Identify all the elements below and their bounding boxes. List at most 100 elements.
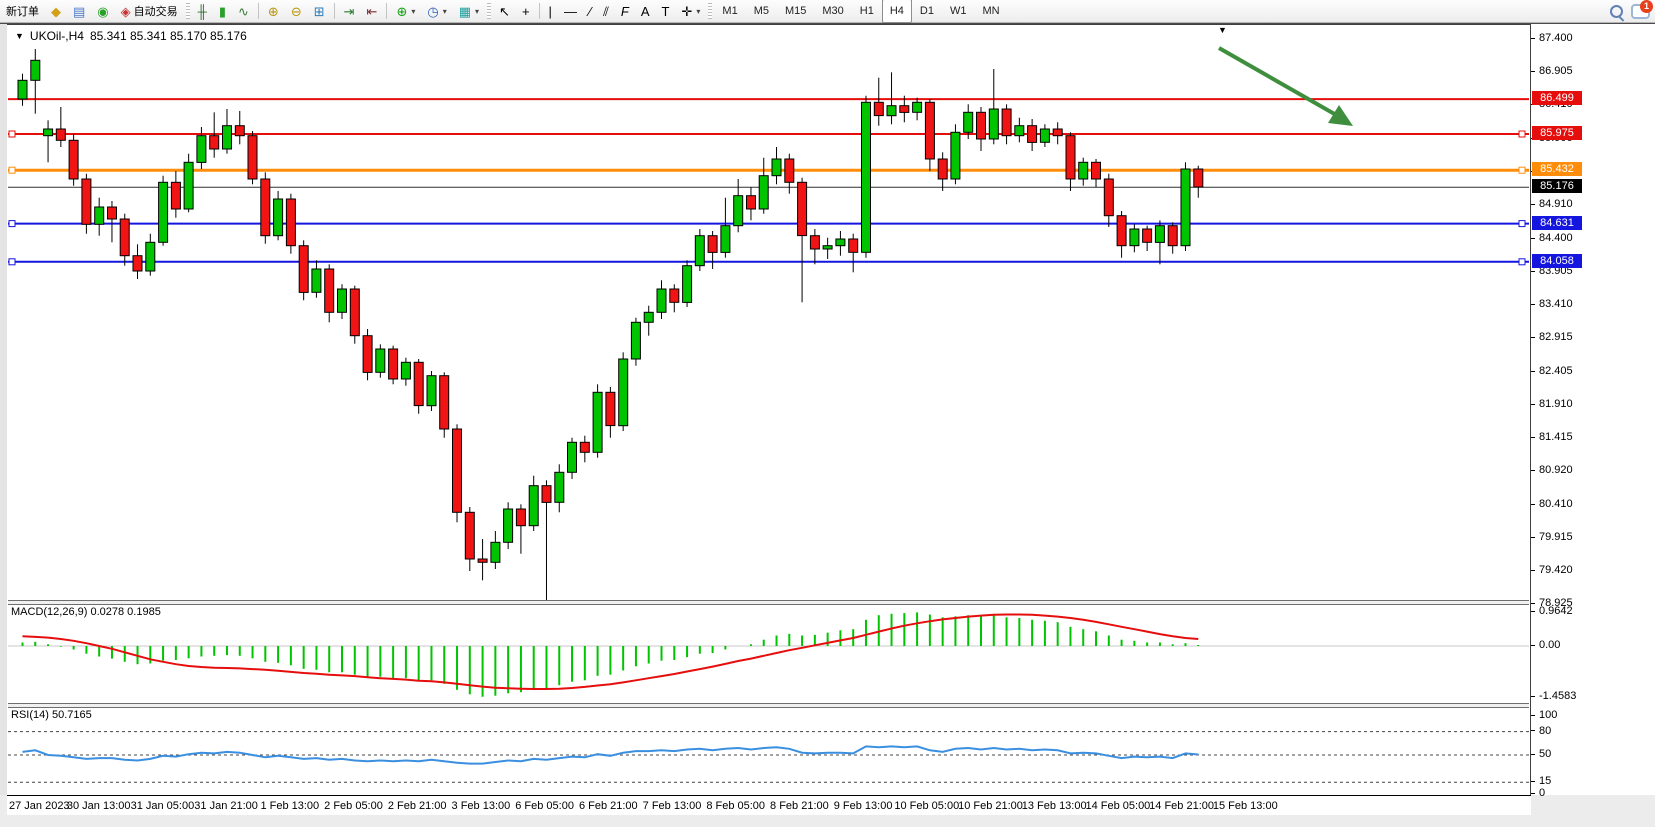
candle-body <box>643 311 654 323</box>
timeframe-m5[interactable]: M5 <box>753 5 769 17</box>
main-price-chart[interactable] <box>8 26 1529 600</box>
candle-body <box>899 105 910 113</box>
time-label: 15 Feb 13:00 <box>1212 800 1278 812</box>
candle-body <box>337 288 347 313</box>
candle-body <box>1142 228 1153 243</box>
timeframe-mn[interactable]: MN <box>982 5 1000 17</box>
market-watch-icon[interactable]: ▤ <box>73 3 86 19</box>
timeframe-m30[interactable]: M30 <box>822 5 844 17</box>
fibonacci-button[interactable]: F <box>616 0 634 22</box>
candle-body <box>861 101 871 253</box>
price-tag: 84.058 <box>1532 253 1582 268</box>
time-label: 1 Feb 13:00 <box>260 800 320 812</box>
trendline-button[interactable]: ∕ <box>584 0 596 22</box>
price-tick: 84.910 <box>1531 197 1573 211</box>
crosshair-button[interactable]: + <box>517 0 535 22</box>
autotrading-label: 自动交易 <box>133 6 178 18</box>
toolbar-grip[interactable] <box>708 3 713 19</box>
line-handle <box>1518 166 1526 174</box>
cursor-button[interactable]: ↖ <box>494 0 515 22</box>
search-icon[interactable] <box>1610 4 1623 18</box>
candle-body <box>234 125 245 137</box>
price-tick: 81.415 <box>1531 430 1573 444</box>
chevron-down-icon: ▾ <box>411 6 416 16</box>
time-label: 6 Feb 05:00 <box>515 800 574 812</box>
new-order-button[interactable]: 新订单 <box>1 0 44 22</box>
horizontal-line-button[interactable]: — <box>559 0 582 22</box>
panel-separator[interactable] <box>8 703 1529 708</box>
candle-body <box>196 135 207 163</box>
text-button[interactable]: A <box>636 0 655 22</box>
signal-icon[interactable]: ◉ <box>97 3 109 19</box>
candle-body <box>285 198 296 247</box>
line-handle <box>1518 220 1526 228</box>
rsi-line <box>22 745 1199 765</box>
timeframe-w1[interactable]: W1 <box>949 5 967 17</box>
rsi-label: RSI(14) 50.7165 <box>11 709 92 721</box>
timeframe-d1[interactable]: D1 <box>919 5 934 17</box>
gold-icon[interactable]: ◆ <box>51 3 61 19</box>
candle-body <box>17 79 28 100</box>
toolbar-grip[interactable] <box>185 3 190 19</box>
time-label: 2 Feb 21:00 <box>387 800 447 812</box>
templates-button[interactable]: ▦ ▾ <box>454 0 484 22</box>
candle-body <box>1014 125 1025 137</box>
timeframe-m1[interactable]: M1 <box>722 5 738 17</box>
rsi-panel[interactable] <box>8 706 1529 795</box>
candle-body <box>439 375 450 430</box>
collapse-triangle-icon[interactable]: ▼ <box>15 31 24 41</box>
chat-icon[interactable]: 1 <box>1631 0 1653 19</box>
candle-body <box>477 558 488 563</box>
line-handle <box>8 166 16 174</box>
timeframe-h1[interactable]: H1 <box>859 5 874 17</box>
chart-plot-area[interactable]: ▼ UKOil-,H4 85.341 85.341 85.170 85.176 … <box>7 24 1531 796</box>
candle-body <box>1065 135 1076 180</box>
price-tag: 85.176 <box>1532 179 1582 194</box>
time-label: 2 Feb 05:00 <box>324 800 383 812</box>
vertical-line-button[interactable]: | <box>544 0 557 22</box>
indicators-button[interactable]: ⊕ ▾ <box>391 0 420 22</box>
toolbar-separator <box>538 3 540 19</box>
price-tick: 80.920 <box>1531 463 1573 477</box>
channel-button[interactable]: ⫽ <box>598 0 614 22</box>
time-axis[interactable]: 27 Jan 2023 30 Jan 13:00 31 Jan 05:00 31 Ja… <box>7 795 1531 816</box>
line-chart-button[interactable]: ∿ <box>233 0 254 22</box>
candle-body <box>1103 178 1114 217</box>
timeframe-h4[interactable]: H4 <box>881 0 912 23</box>
panel-separator[interactable] <box>8 600 1529 605</box>
text-label-button[interactable]: T <box>657 0 675 22</box>
candle-body <box>1167 225 1178 247</box>
indicators-icon: ⊕ <box>396 3 408 19</box>
periods-button[interactable]: ◷ ▾ <box>422 0 451 22</box>
tile-windows-button[interactable]: ⊞ <box>309 0 330 22</box>
candle-body <box>464 511 475 560</box>
candle-body <box>912 101 923 113</box>
candle-body <box>1027 125 1038 143</box>
auto-scroll-button[interactable]: ⇤ <box>362 0 383 22</box>
time-label: 8 Feb 05:00 <box>706 800 766 812</box>
timeframe-m15[interactable]: M15 <box>784 5 807 17</box>
autotrading-button[interactable]: ◈ 自动交易 <box>116 0 183 22</box>
chevron-down-icon: ▾ <box>696 6 701 16</box>
chart-shift-button[interactable]: ⇥ <box>339 0 360 22</box>
price-axis[interactable]: 87.40086.90586.41085.90085.40584.91084.4… <box>1531 24 1655 799</box>
chart-shift-icon: ⇥ <box>343 3 355 19</box>
candle-body <box>222 125 232 150</box>
zoom-in-button[interactable]: ⊕ <box>263 0 284 22</box>
bar-chart-button[interactable]: ╫ <box>193 0 212 22</box>
channel-icon: ⫽ <box>603 3 609 19</box>
toolbar-separator <box>386 3 388 19</box>
zoom-out-button[interactable]: ⊖ <box>286 0 307 22</box>
macd-panel[interactable] <box>8 603 1529 703</box>
candle-chart-button[interactable]: ▮ <box>214 0 231 22</box>
macd-signal-line <box>22 613 1199 690</box>
arrows-button[interactable]: ✛ ▾ <box>677 0 706 22</box>
toolbar-grip[interactable] <box>487 3 492 19</box>
time-label: 9 Feb 13:00 <box>833 800 893 812</box>
candle-body <box>771 158 782 177</box>
price-tag: 85.975 <box>1532 126 1582 140</box>
price-tick: 86.905 <box>1531 64 1573 78</box>
time-label: 31 Jan 05:00 <box>130 800 195 812</box>
autotrading-icon: ◈ <box>120 3 131 19</box>
chart-title: ▼ UKOil-,H4 85.341 85.341 85.170 85.176 <box>15 29 247 43</box>
